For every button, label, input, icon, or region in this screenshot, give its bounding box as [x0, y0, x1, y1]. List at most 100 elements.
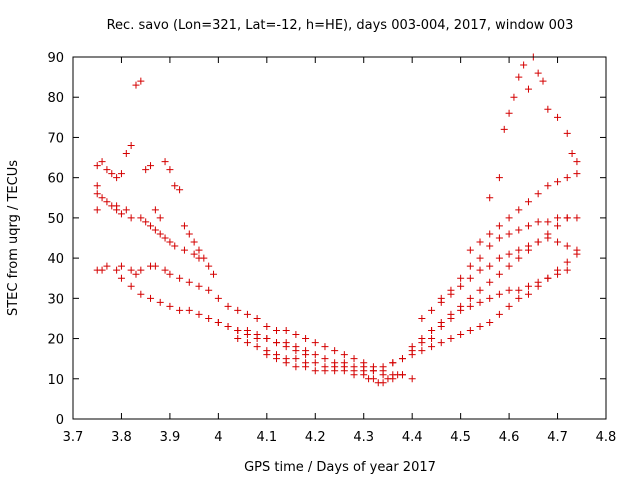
data-point	[486, 230, 494, 238]
y-tick-labels: 0 10 20 30 40 50 60 70 80 90	[47, 51, 64, 428]
data-point	[505, 302, 513, 310]
data-point	[360, 371, 368, 379]
data-point	[156, 214, 164, 222]
x-tick-label: 4.6	[499, 430, 520, 445]
data-point	[147, 294, 155, 302]
data-point	[544, 230, 552, 238]
data-point	[103, 198, 111, 206]
data-point	[321, 355, 329, 363]
data-point	[253, 314, 261, 322]
data-point	[93, 206, 101, 214]
data-point	[379, 379, 387, 387]
data-point	[331, 367, 339, 375]
data-point	[127, 266, 135, 274]
data-point	[195, 246, 203, 254]
x-tick-label: 4.3	[353, 430, 374, 445]
data-point	[360, 359, 368, 367]
x-tick-label: 3.7	[63, 430, 84, 445]
data-point	[437, 294, 445, 302]
data-points	[93, 53, 581, 387]
data-point	[568, 150, 576, 158]
data-point	[302, 335, 310, 343]
plot-frame	[72, 56, 607, 420]
data-point	[311, 339, 319, 347]
data-point	[486, 194, 494, 202]
data-point	[466, 246, 474, 254]
data-point	[331, 347, 339, 355]
data-point	[340, 351, 348, 359]
data-point	[302, 351, 310, 359]
data-point	[476, 266, 484, 274]
x-tick-label: 3.8	[111, 430, 132, 445]
data-point	[243, 331, 251, 339]
data-point	[495, 310, 503, 318]
data-point	[113, 174, 121, 182]
data-point	[476, 254, 484, 262]
data-point	[142, 218, 150, 226]
y-tick-label: 60	[47, 172, 64, 187]
data-point	[282, 359, 290, 367]
data-point	[495, 290, 503, 298]
data-point	[369, 375, 377, 383]
y-axis-label: STEC from uqrg / TECUs	[6, 160, 21, 316]
data-point	[205, 262, 213, 270]
data-point	[418, 314, 426, 322]
data-point	[408, 343, 416, 351]
data-point	[447, 286, 455, 294]
data-point	[544, 218, 552, 226]
data-point	[302, 363, 310, 371]
data-point	[161, 266, 169, 274]
data-point	[292, 363, 300, 371]
data-point	[476, 238, 484, 246]
data-point	[515, 286, 523, 294]
data-point	[103, 166, 111, 174]
data-point	[505, 286, 513, 294]
data-point	[554, 214, 562, 222]
data-point	[573, 246, 581, 254]
data-point	[234, 306, 242, 314]
data-point	[437, 339, 445, 347]
data-point	[486, 294, 494, 302]
data-point	[137, 214, 145, 222]
data-point	[563, 242, 571, 250]
data-point	[418, 347, 426, 355]
data-point	[476, 322, 484, 330]
data-point	[195, 310, 203, 318]
data-point	[292, 331, 300, 339]
data-point	[234, 327, 242, 335]
data-point	[273, 327, 281, 335]
data-point	[573, 214, 581, 222]
data-point	[369, 363, 377, 371]
data-point	[98, 266, 106, 274]
data-point	[544, 274, 552, 282]
data-point	[379, 363, 387, 371]
data-point	[563, 214, 571, 222]
data-point	[466, 294, 474, 302]
data-point	[389, 375, 397, 383]
data-point	[389, 359, 397, 367]
data-point	[515, 226, 523, 234]
data-point	[117, 170, 125, 178]
chart-title: Rec. savo (Lon=321, Lat=-12, h=HE), days…	[107, 18, 574, 33]
data-point	[311, 351, 319, 359]
data-point	[210, 270, 218, 278]
data-point	[151, 226, 159, 234]
data-point	[524, 246, 532, 254]
data-point	[273, 339, 281, 347]
data-point	[524, 85, 532, 93]
data-point	[273, 355, 281, 363]
data-point	[466, 327, 474, 335]
data-point	[544, 182, 552, 190]
data-point	[195, 282, 203, 290]
data-point	[263, 322, 271, 330]
data-point	[500, 125, 508, 133]
x-tick-label: 4	[214, 430, 222, 445]
data-point	[166, 238, 174, 246]
data-point	[495, 270, 503, 278]
data-point	[457, 282, 465, 290]
data-point	[190, 250, 198, 258]
data-point	[428, 343, 436, 351]
data-point	[185, 306, 193, 314]
data-point	[171, 242, 179, 250]
data-point	[505, 262, 513, 270]
